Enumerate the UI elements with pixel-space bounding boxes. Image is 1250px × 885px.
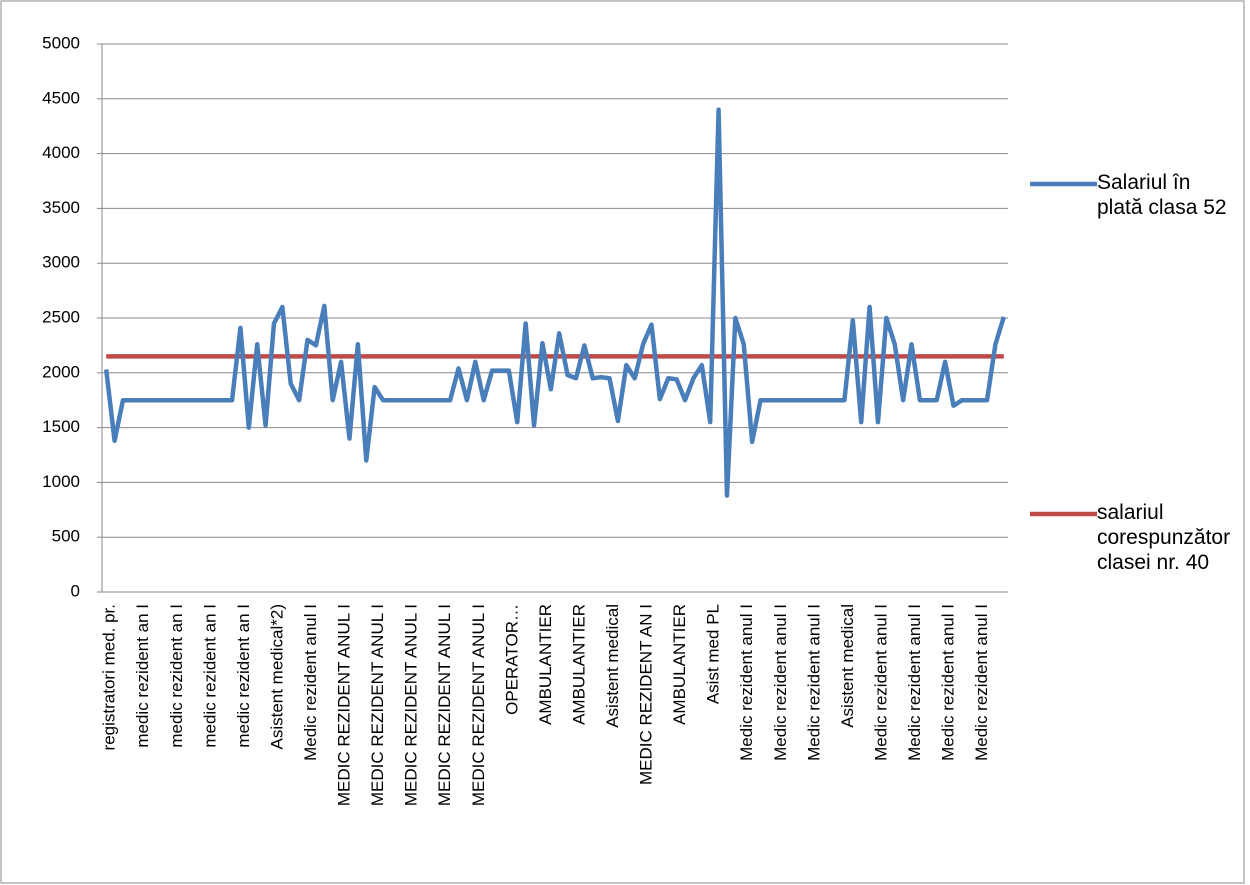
- y-tick-label: 1000: [42, 472, 80, 491]
- x-tick-label: Medic rezident anul I: [804, 604, 823, 761]
- x-tick-label: medic rezident an I: [200, 604, 219, 748]
- x-tick-label: MEDIC REZIDENT ANUL I: [368, 604, 387, 806]
- x-tick-label: medic rezident an I: [167, 604, 186, 748]
- legend-label: salariul corespunzător clasei nr. 40: [1097, 501, 1231, 574]
- y-tick-label: 5000: [42, 33, 80, 52]
- x-tick-label: MEDIC REZIDENT ANUL I: [402, 604, 421, 806]
- x-tick-label: Medic rezident anul I: [871, 604, 890, 761]
- x-tick-label: Medic rezident anul I: [972, 604, 991, 761]
- x-tick-label: AMBULANTIER: [536, 604, 555, 725]
- x-tick-label: Asist med PL: [704, 604, 723, 704]
- y-tick-label: 3500: [42, 198, 80, 217]
- y-tick-label: 4000: [42, 143, 80, 162]
- x-tick-label: Asistent medical*2): [267, 604, 286, 750]
- x-tick-label: Medic rezident anul I: [301, 604, 320, 761]
- x-tick-label: Medic rezident anul I: [905, 604, 924, 761]
- x-tick-label: Asistent medical: [838, 604, 857, 728]
- x-tick-label: MEDIC REZIDENT ANUL I: [469, 604, 488, 806]
- y-tick-label: 3000: [42, 253, 80, 272]
- y-tick-label: 1500: [42, 417, 80, 436]
- x-tick-label: Medic rezident anul I: [771, 604, 790, 761]
- y-tick-label: 4500: [42, 88, 80, 107]
- x-tick-label: Asistent medical: [603, 604, 622, 728]
- x-tick-label: AMBULANTIER: [670, 604, 689, 725]
- x-tick-label: AMBULANTIER: [569, 604, 588, 725]
- y-tick-label: 500: [52, 527, 80, 546]
- x-tick-label: medic rezident an I: [234, 604, 253, 748]
- x-tick-label: Medic rezident anul I: [939, 604, 958, 761]
- x-tick-label: Medic rezident anul I: [737, 604, 756, 761]
- legend-label: Salariul în plată clasa 52: [1097, 171, 1227, 219]
- x-tick-label: MEDIC REZIDENT AN I: [637, 604, 656, 785]
- x-tick-label: registratori med. pr.: [100, 604, 119, 750]
- series-line: [103, 107, 1006, 498]
- y-tick-label: 2000: [42, 362, 80, 381]
- y-tick-label: 0: [71, 581, 80, 600]
- x-tick-label: medic rezident an I: [133, 604, 152, 748]
- x-tick-label: MEDIC REZIDENT ANUL I: [335, 604, 354, 806]
- x-tick-label: MEDIC REZIDENT ANUL I: [435, 604, 454, 806]
- y-tick-label: 2500: [42, 307, 80, 326]
- x-tick-label: OPERATOR…: [502, 604, 521, 715]
